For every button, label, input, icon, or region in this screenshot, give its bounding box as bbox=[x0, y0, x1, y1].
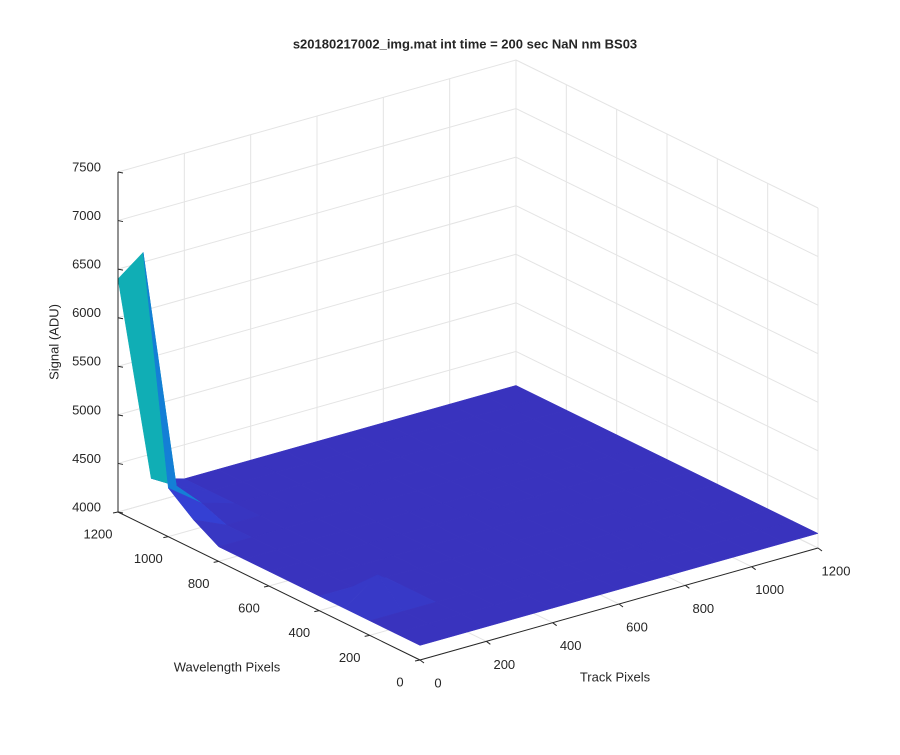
y-tick bbox=[414, 659, 421, 662]
grid-line bbox=[515, 156, 819, 306]
grid-line bbox=[117, 156, 517, 270]
x-tick-label: 1200 bbox=[822, 563, 851, 578]
y-tick-label: 200 bbox=[339, 650, 361, 665]
grid-line bbox=[117, 253, 517, 367]
z-tick bbox=[117, 268, 124, 271]
surface-patch bbox=[394, 623, 454, 646]
grid-line bbox=[515, 253, 819, 403]
y-tick-label: 1200 bbox=[84, 526, 113, 541]
grid-line bbox=[515, 302, 819, 452]
z-tick-label: 4000 bbox=[72, 499, 101, 514]
x-tick bbox=[685, 584, 690, 589]
x-tick-label: 600 bbox=[626, 619, 648, 634]
x-tick bbox=[618, 603, 624, 608]
x-axis-label: Track Pixels bbox=[580, 669, 651, 684]
y-tick-label: 1000 bbox=[134, 551, 163, 566]
grid-line bbox=[117, 205, 517, 319]
grid-line bbox=[515, 59, 819, 209]
y-tick bbox=[263, 585, 270, 588]
y-tick-label: 800 bbox=[188, 576, 210, 591]
chart-title: s20180217002_img.mat int time = 200 sec … bbox=[293, 36, 637, 51]
z-tick-label: 5000 bbox=[72, 402, 101, 417]
z-tick-label: 4500 bbox=[72, 451, 101, 466]
x-tick-label: 400 bbox=[560, 638, 582, 653]
y-axis-label: Wavelength Pixels bbox=[174, 659, 281, 674]
x-tick bbox=[419, 659, 425, 664]
z-tick bbox=[117, 220, 124, 223]
y-tick bbox=[364, 634, 370, 637]
z-tick bbox=[117, 365, 124, 368]
x-tick-label: 1000 bbox=[755, 582, 784, 597]
z-tick bbox=[117, 511, 124, 514]
x-tick-label: 0 bbox=[434, 675, 441, 690]
grid-line bbox=[515, 108, 819, 258]
z-tick-label: 6000 bbox=[72, 305, 101, 320]
z-tick bbox=[117, 414, 124, 417]
grid-line bbox=[515, 205, 819, 355]
x-tick bbox=[486, 640, 491, 645]
x-tick bbox=[817, 547, 823, 552]
x-tick bbox=[751, 566, 756, 571]
grid-line bbox=[117, 302, 517, 416]
z-tick bbox=[117, 171, 124, 174]
y-tick-label: 0 bbox=[396, 674, 403, 689]
y-tick bbox=[163, 536, 169, 539]
y-tick-label: 600 bbox=[238, 600, 260, 615]
z-tick-label: 7000 bbox=[72, 208, 101, 223]
x-tick-label: 800 bbox=[692, 601, 714, 616]
z-tick-label: 6500 bbox=[72, 257, 101, 272]
z-axis-label: Signal (ADU) bbox=[46, 304, 61, 380]
y-tick bbox=[314, 610, 320, 613]
z-tick bbox=[117, 462, 124, 465]
grid-line bbox=[117, 59, 517, 173]
z-tick bbox=[117, 317, 124, 320]
x-tick-label: 200 bbox=[493, 657, 515, 672]
y-tick bbox=[112, 511, 119, 514]
z-tick-label: 5500 bbox=[72, 354, 101, 369]
y-tick bbox=[213, 560, 219, 563]
grid-line bbox=[117, 350, 517, 464]
y-tick-label: 400 bbox=[288, 625, 310, 640]
z-tick-label: 7500 bbox=[72, 159, 101, 174]
grid-line bbox=[117, 108, 517, 222]
x-tick bbox=[552, 622, 557, 627]
grid-line bbox=[515, 350, 819, 500]
